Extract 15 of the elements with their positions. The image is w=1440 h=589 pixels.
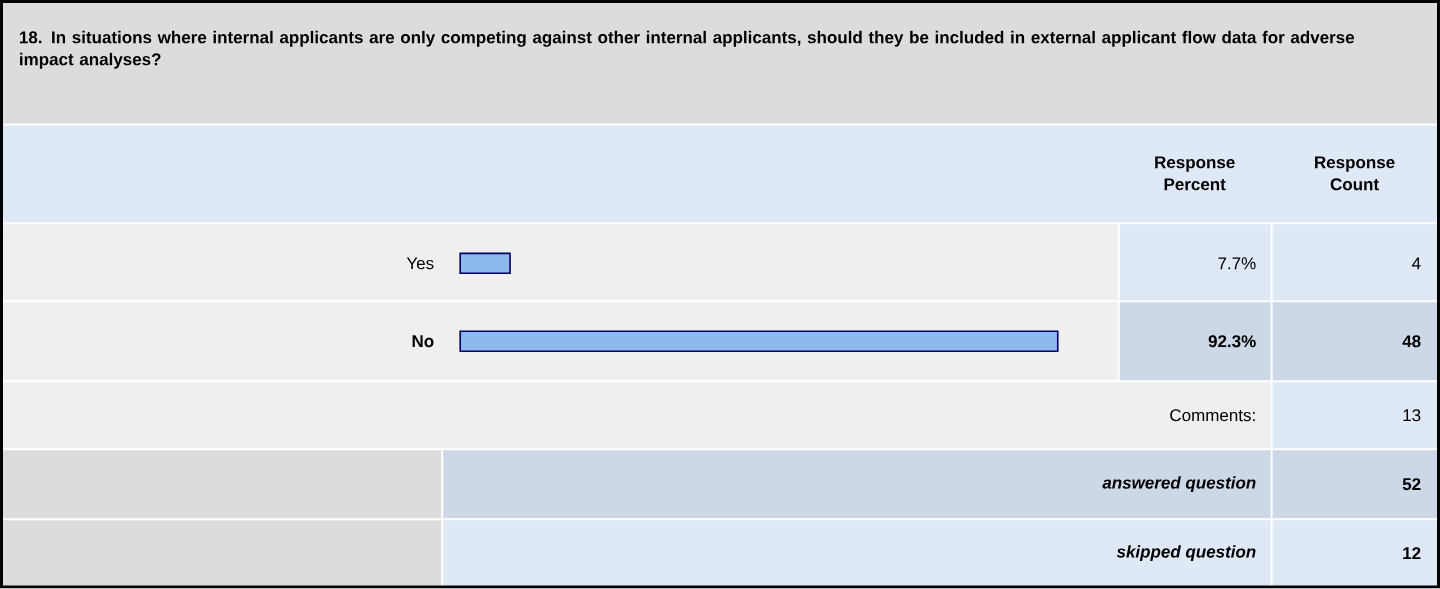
text: answered question — [1102, 476, 1256, 493]
text: Response Percent — [1155, 156, 1235, 191]
chart-title: 18. In situations where internal applicants are only competing against other internal applicants, should they be included in external applicant flow data for adverse impact analyses? — [19, 31, 1355, 69]
text: 48 — [1402, 335, 1421, 348]
text: 13 — [1403, 409, 1421, 422]
data-label: 7.7% — [1218, 257, 1256, 270]
y-tick-label: No — [412, 335, 434, 348]
text: skipped question — [1116, 545, 1256, 562]
text: 12 — [1403, 547, 1421, 560]
text: Response Count — [1315, 156, 1395, 191]
text: 52 — [1402, 478, 1421, 491]
data-label: 92.3% — [1208, 335, 1256, 348]
text: 4 — [1412, 257, 1421, 270]
text: Comments: — [1170, 409, 1255, 422]
y-tick-label: Yes — [406, 257, 434, 270]
